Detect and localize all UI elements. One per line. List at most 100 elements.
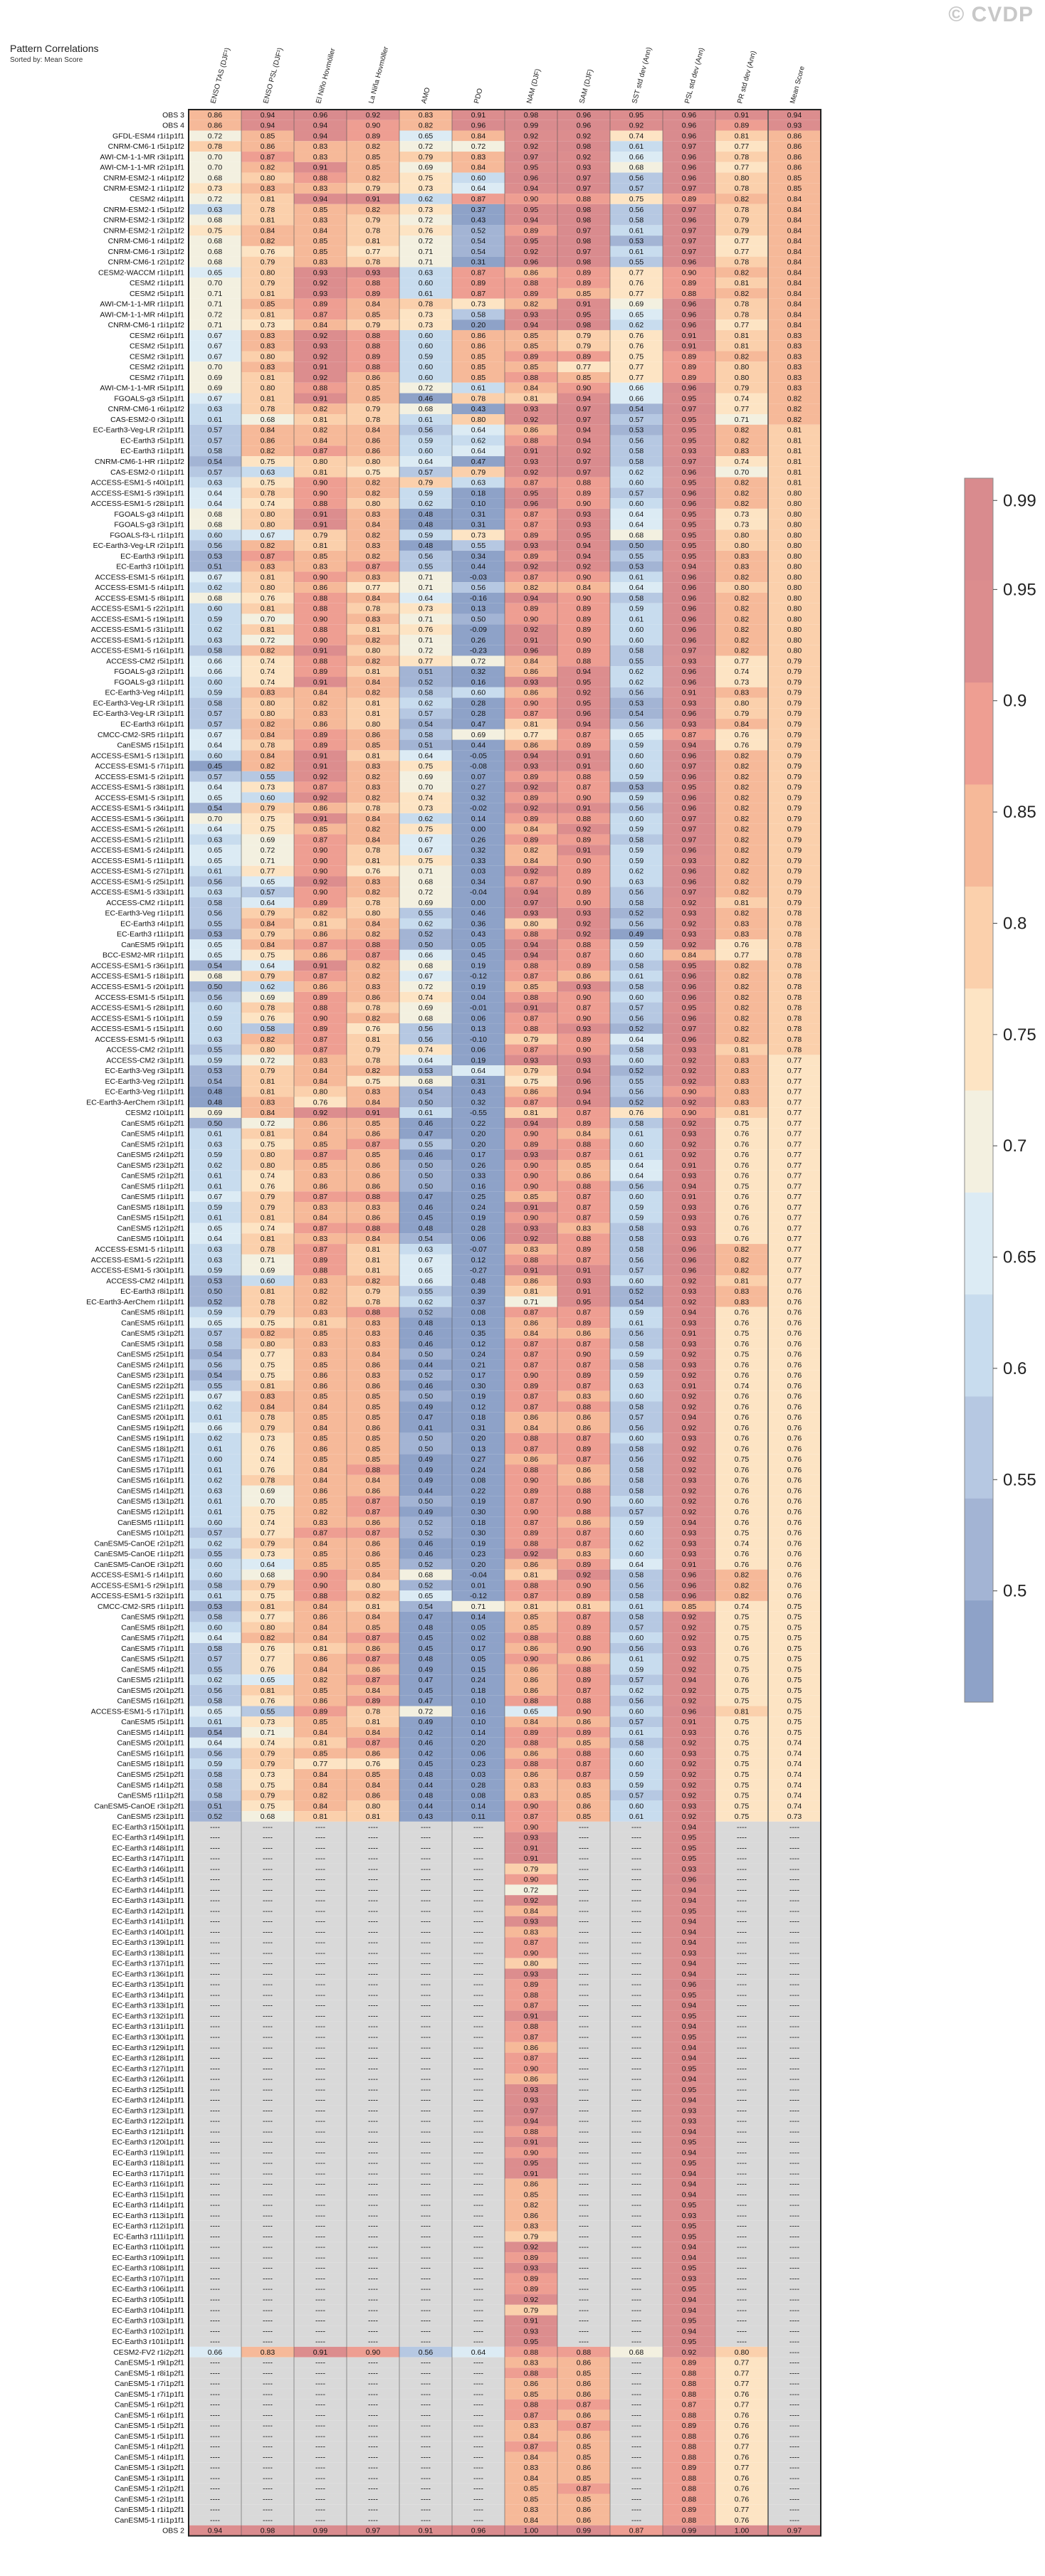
heatmap-cell [347,1023,399,1034]
cell-value-label: 0.84 [313,226,328,235]
cell-value-label: 0.82 [313,405,328,413]
cell-value-label: 0.57 [629,1623,644,1632]
row-label: EC-Earth3-Veg r2i1p1f1 [105,1077,185,1086]
cell-value-label: 0.82 [313,1508,328,1516]
cell-value-label: 0.59 [629,1665,644,1674]
row-label: CanESM5 r12i1p2f1 [117,1224,184,1232]
cell-value-label: 0.79 [261,804,275,813]
cell-value-label: ---- [473,2075,483,2084]
cell-value-label: 0.62 [419,699,434,707]
cell-value-label: ---- [368,2012,378,2020]
heatmap-cell [505,130,557,142]
cell-value-label: 0.84 [313,436,328,445]
cell-value-label: ---- [263,2117,273,2126]
heatmap-cell [189,655,241,667]
cell-value-label: ---- [473,1949,483,1958]
cell-value-label: 0.05 [471,941,486,949]
cell-value-label: 0.90 [313,636,328,645]
heatmap-cell [557,445,610,457]
heatmap-cell [768,834,821,845]
cell-value-label: 0.84 [313,1634,328,1642]
cell-value-label: 0.83 [366,615,381,623]
cell-value-label: 0.63 [419,1245,434,1254]
cell-value-label: 0.93 [682,1130,697,1139]
cell-value-label: 0.14 [471,1802,486,1810]
heatmap-cell [452,771,505,782]
cell-value-label: 0.80 [787,615,802,623]
cell-value-label: 0.47 [419,1413,434,1422]
heatmap-cell [399,677,452,687]
cell-value-label: 0.84 [313,1802,328,1810]
cell-value-label: 0.82 [735,877,750,886]
row-label: EC-Earth3 r6i1p1f1 [120,720,184,729]
cell-value-label: 0.88 [577,941,592,949]
row-label: EC-Earth3 r117i1p1f1 [112,2170,184,2178]
cell-value-label: 0.88 [577,1665,592,1674]
heatmap-cell [452,466,505,477]
cell-value-label: 0.62 [629,1539,644,1548]
heatmap-cell [557,498,610,509]
row-label: CNRM-CM6-1 r5i1p1f2 [108,142,185,151]
cell-value-label: 0.76 [787,1413,802,1422]
cell-value-label: 0.88 [577,479,592,487]
heatmap-cell [768,424,821,436]
heatmap-cell [610,477,663,488]
cell-value-label: 0.86 [366,1361,381,1369]
row-label: CanESM5 r2i1p1f1 [121,1140,184,1149]
heatmap-cell [189,750,241,761]
cell-value-label: 0.75 [735,1739,750,1748]
heatmap-cell [241,540,294,551]
cell-value-label: 0.87 [313,310,328,319]
row-label: EC-Earth3-Veg-LR r3i1p1f1 [93,709,185,718]
heatmap-cell [505,603,557,614]
row-label: CanESM5 r21i1p2f1 [117,1403,184,1411]
cell-value-label: 0.58 [629,1245,644,1254]
cell-value-label: ---- [789,1834,799,1842]
cell-value-label: 0.79 [261,279,275,287]
cell-value-label: ---- [368,1991,378,2000]
cell-value-label: 0.90 [577,594,592,603]
row-label: CanESM5-CanOE r3i1p2f1 [94,1561,184,1569]
cell-value-label: 0.87 [471,268,486,277]
cell-value-label: 0.87 [577,783,592,792]
cell-value-label: 0.75 [735,1623,750,1632]
heatmap-cell [715,477,768,488]
cell-value-label: 0.88 [524,1466,539,1474]
heatmap-cell [557,613,610,625]
heatmap-cell [241,298,294,310]
cell-value-label: 0.98 [577,237,592,246]
heatmap-cell [663,971,715,982]
heatmap-cell [505,855,557,866]
heatmap-cell [399,1013,452,1024]
heatmap-cell [715,561,768,572]
cell-value-label: 0.90 [524,1949,539,1958]
cell-value-label: 0.83 [577,1393,592,1401]
cell-value-label: 0.96 [682,468,697,477]
heatmap-cell [189,309,241,320]
cell-value-label: 0.75 [787,1645,802,1653]
heatmap-cell [505,592,557,603]
cell-value-label: ---- [263,1980,273,1989]
cell-value-label: ---- [368,1960,378,1968]
row-label: AWI-CM-1-1-MR r2i1p1f1 [100,164,184,172]
cell-value-label: ---- [421,1991,431,2000]
cell-value-label: 0.64 [471,426,486,435]
cell-value-label: 0.60 [629,1707,644,1716]
heatmap-cell [715,309,768,320]
heatmap-cell [768,939,821,950]
heatmap-cell [715,771,768,782]
cell-value-label: 0.75 [735,1718,750,1726]
cell-value-label: 0.54 [419,1235,434,1243]
cell-value-label: 0.96 [682,804,697,813]
cell-value-label: 0.83 [577,1224,592,1232]
cell-value-label: 0.93 [682,657,697,665]
cell-value-label: 0.79 [787,731,802,739]
cell-value-label: 0.73 [787,1812,802,1821]
cell-value-label: 0.57 [208,436,223,445]
cell-value-label: ---- [315,1854,325,1863]
cell-value-label: 0.91 [577,1287,592,1296]
heatmap-cell [715,498,768,509]
cell-value-label: 0.96 [682,1035,697,1044]
cell-value-label: 0.60 [629,1435,644,1443]
row-label: EC-Earth3 r115i1p1f1 [112,2190,184,2199]
